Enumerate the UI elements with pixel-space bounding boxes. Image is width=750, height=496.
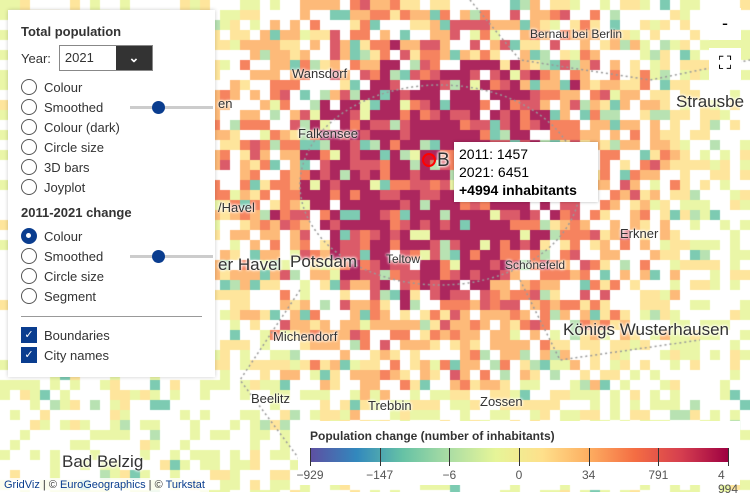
smoothing-slider[interactable] [130, 100, 213, 114]
total-option[interactable]: 3D bars [21, 157, 202, 177]
legend-tick-label: 791 [648, 468, 669, 482]
change-title: 2011-2021 change [21, 205, 132, 220]
tooltip-2021: 2021: 6451 [459, 164, 530, 180]
city-label: Beelitz [251, 391, 291, 406]
checkmark-icon[interactable]: ✓ [21, 347, 37, 363]
legend-tick [588, 448, 590, 466]
selected-cell-marker [422, 153, 436, 167]
option-label: Circle size [44, 139, 104, 155]
radio-button[interactable] [21, 119, 37, 135]
city-label: B [437, 150, 450, 171]
legend-tick [449, 448, 451, 466]
radio-button[interactable] [21, 179, 37, 195]
radio-button[interactable] [21, 268, 37, 284]
city-label: Zossen [480, 394, 523, 409]
total-option[interactable]: Colour (dark) [21, 117, 202, 137]
checkbox-city-names[interactable]: ✓ City names [21, 345, 202, 365]
option-label: Segment [44, 288, 97, 304]
fullscreen-button[interactable]: ⛶ [709, 48, 741, 80]
legend-tick [519, 448, 520, 466]
radio-button[interactable] [21, 139, 37, 155]
year-label: Year: [21, 50, 51, 66]
city-label: Potsdam [290, 252, 358, 271]
legend-tick [728, 448, 729, 466]
total-option[interactable]: Joyplot [21, 177, 202, 197]
total-population-title: Total population [21, 24, 122, 39]
year-select[interactable]: 2021 ⌄ [58, 45, 153, 71]
city-label: er Havel [218, 255, 282, 274]
cell-tooltip: 2011: 1457 2021: 6451 +4994 inhabitants [454, 142, 598, 202]
smoothing-slider[interactable] [130, 249, 213, 263]
legend-colorbar: −929 −147 −6 0 34 791 4 994 [296, 448, 738, 496]
radio-button[interactable] [21, 159, 37, 175]
legend-tick-label: 34 [581, 468, 596, 482]
color-legend: Population change (number of inhabitants… [296, 421, 740, 496]
option-label: Colour [44, 228, 83, 244]
checkbox-boundaries[interactable]: ✓ Boundaries [21, 325, 202, 345]
tooltip-change: +4994 inhabitants [459, 182, 577, 198]
legend-tick-label: 0 [515, 468, 523, 482]
change-option[interactable]: Segment [21, 286, 202, 306]
option-label: 3D bars [44, 159, 90, 175]
total-option[interactable]: Colour [21, 77, 202, 97]
option-label: Circle size [44, 268, 104, 284]
city-label: /Havel [218, 200, 255, 215]
checkbox-label: Boundaries [44, 327, 110, 343]
city-label: Falkensee [298, 126, 358, 141]
radio-button[interactable] [21, 248, 37, 264]
legend-tick-label: −6 [442, 468, 457, 482]
slider-handle[interactable] [152, 249, 165, 263]
change-option[interactable]: Circle size [21, 266, 202, 286]
city-label: Königs Wusterhausen [563, 320, 730, 339]
total-option[interactable]: Circle size [21, 137, 202, 157]
option-label: Smoothed [44, 248, 104, 264]
city-label: Trebbin [368, 398, 412, 413]
checkbox-label: City names [44, 347, 110, 363]
option-label: Joyplot [44, 179, 86, 195]
city-label: en [218, 96, 233, 111]
eurogeographics-link[interactable]: EuroGeographics [60, 479, 146, 491]
option-label: Colour [44, 79, 83, 95]
radio-button[interactable] [21, 288, 37, 304]
city-label: Erkner [620, 226, 659, 241]
city-label: Bernau bei Berlin [530, 27, 623, 41]
legend-tick [658, 448, 660, 466]
city-label: Wansdorf [292, 66, 348, 81]
attribution: GridViz | © EuroGeographics | © Turkstat [0, 478, 209, 492]
radio-button[interactable] [21, 79, 37, 95]
turkstat-link[interactable]: Turkstat [165, 479, 205, 491]
legend-tick [379, 448, 381, 466]
legend-tick-label: −147 [366, 468, 394, 482]
legend-title: Population change (number of inhabitants… [310, 429, 555, 443]
gridviz-link[interactable]: GridViz [4, 479, 40, 491]
radio-button[interactable] [21, 228, 37, 244]
city-label: Teltow [386, 252, 421, 266]
city-label: Bad Belzig [62, 452, 144, 471]
change-option[interactable]: Colour [21, 226, 202, 246]
legend-tick-label: −929 [296, 468, 324, 482]
city-label: Michendorf [273, 329, 338, 344]
layer-panel: Total population Year: 2021 ⌄ Colour Smoot… [8, 10, 215, 377]
legend-tick [310, 448, 311, 466]
checkmark-icon[interactable]: ✓ [21, 327, 37, 343]
change-option[interactable]: Smoothed [21, 246, 213, 266]
option-label: Colour (dark) [44, 119, 120, 135]
option-label: Smoothed [44, 99, 104, 115]
chevron-down-icon: ⌄ [115, 46, 152, 70]
radio-button[interactable] [21, 99, 37, 115]
zoom-out-button[interactable]: - [709, 8, 741, 40]
city-label: Strausbe [676, 92, 745, 111]
tooltip-2011: 2011: 1457 [459, 146, 529, 162]
total-option[interactable]: Smoothed [21, 97, 213, 117]
city-label: Schönefeld [505, 258, 566, 272]
slider-handle[interactable] [152, 100, 165, 114]
